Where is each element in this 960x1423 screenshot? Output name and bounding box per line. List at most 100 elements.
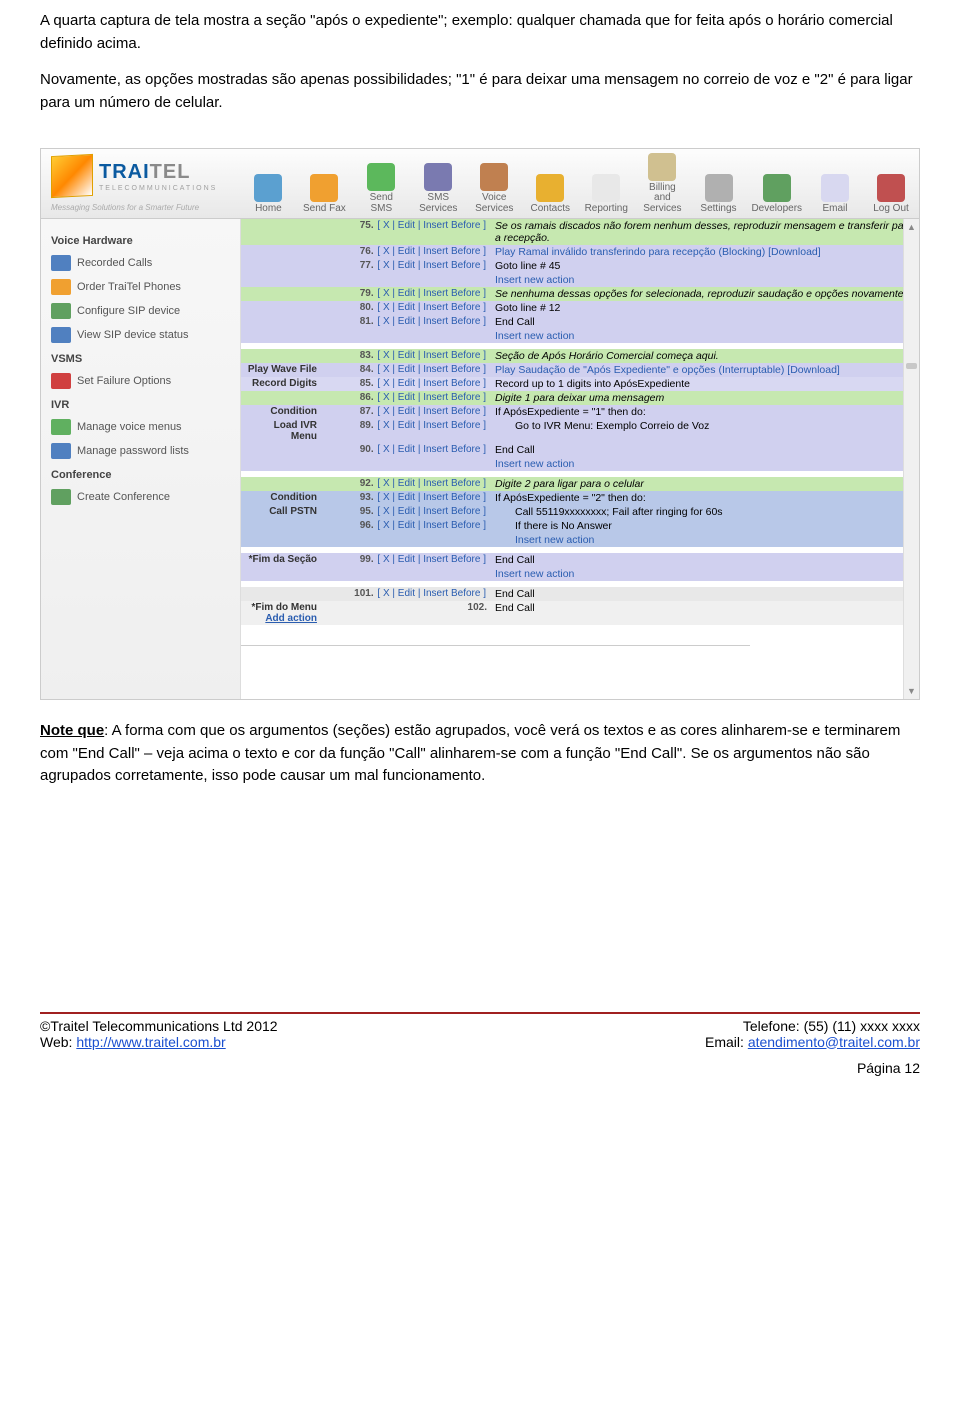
row-action-links[interactable]: [ X | Edit | Insert Before ] — [377, 420, 486, 431]
sidebar-item[interactable]: Manage password lists — [41, 439, 240, 463]
nav-item-home[interactable]: Home — [246, 174, 290, 215]
row-action-links[interactable]: [ X | Edit | Insert Before ] — [377, 302, 486, 313]
row-action-links[interactable]: [ X | Edit | Insert Before ] — [377, 260, 486, 271]
sidebar-icon — [51, 489, 71, 505]
scrollbar[interactable]: ▲ ▼ — [903, 219, 919, 699]
nav-item-email[interactable]: Email — [813, 174, 857, 215]
row-action-links[interactable]: [ X | Edit | Insert Before ] — [377, 220, 486, 231]
row-desc-link[interactable]: Insert new action — [495, 274, 574, 286]
row-lineno: 90. [ X | Edit | Insert Before ] — [321, 443, 491, 457]
ivr-row: 96. [ X | Edit | Insert Before ]If there… — [241, 519, 919, 533]
footer-web-link[interactable]: http://www.traitel.com.br — [76, 1034, 225, 1050]
sidebar-item[interactable]: Order TraiTel Phones — [41, 275, 240, 299]
nav-icon — [592, 174, 620, 202]
nav-label: Settings — [700, 204, 736, 215]
row-desc-link[interactable]: Insert new action — [495, 330, 574, 342]
row-action-links[interactable]: [ X | Edit | Insert Before ] — [377, 246, 486, 257]
row-label — [241, 273, 321, 287]
row-action-links[interactable]: [ X | Edit | Insert Before ] — [377, 316, 486, 327]
nav-item-billing-and-services[interactable]: Billing andServices — [640, 153, 684, 215]
row-label: Condition — [241, 405, 321, 419]
row-desc-link[interactable]: Play Ramal inválido transferindo para re… — [495, 246, 821, 258]
row-action-links[interactable]: [ X | Edit | Insert Before ] — [377, 364, 486, 375]
row-action-links[interactable]: [ X | Edit | Insert Before ] — [377, 492, 486, 503]
logo-block: TRAITEL TELECOMMUNICATIONS Messaging Sol… — [41, 149, 240, 218]
sidebar-head-vsms: VSMS — [41, 347, 240, 369]
row-desc-link[interactable]: Insert new action — [495, 568, 574, 580]
ivr-row: 79. [ X | Edit | Insert Before ]Se nenhu… — [241, 287, 919, 301]
row-action-links[interactable]: [ X | Edit | Insert Before ] — [377, 478, 486, 489]
row-lineno: 95. [ X | Edit | Insert Before ] — [321, 505, 491, 519]
nav-item-settings[interactable]: Settings — [697, 174, 741, 215]
row-action-links[interactable]: [ X | Edit | Insert Before ] — [377, 350, 486, 361]
add-action-link[interactable]: Add action — [265, 613, 317, 624]
row-desc: Play Ramal inválido transferindo para re… — [491, 245, 919, 259]
nav-item-send-sms[interactable]: Send SMS — [358, 163, 404, 214]
row-action-links[interactable]: [ X | Edit | Insert Before ] — [377, 520, 486, 531]
logo-icon — [51, 154, 93, 198]
row-label — [241, 219, 321, 245]
sidebar-item-label: Manage password lists — [77, 445, 189, 457]
ivr-row: Play Wave File84. [ X | Edit | Insert Be… — [241, 363, 919, 377]
row-desc-link[interactable]: Insert new action — [495, 458, 574, 470]
footer-email-link[interactable]: atendimento@traitel.com.br — [748, 1034, 920, 1050]
row-action-links[interactable]: [ X | Edit | Insert Before ] — [377, 588, 486, 599]
nav-label: Reporting — [585, 204, 628, 215]
nav-item-send-fax[interactable]: Send Fax — [302, 174, 346, 215]
nav-icon — [648, 153, 676, 181]
row-desc: If ApósExpediente = "1" then do: — [491, 405, 919, 419]
nav-item-voice-services[interactable]: VoiceServices — [472, 163, 516, 214]
sidebar-head-voice-hw: Voice Hardware — [41, 229, 240, 251]
scroll-up-icon[interactable]: ▲ — [907, 221, 916, 233]
row-desc: End Call — [491, 553, 919, 567]
intro-para-1: A quarta captura de tela mostra a seção … — [40, 10, 920, 55]
nav-item-contacts[interactable]: Contacts — [528, 174, 572, 215]
sidebar-item[interactable]: View SIP device status — [41, 323, 240, 347]
sidebar-item[interactable]: Create Conference — [41, 485, 240, 509]
row-desc-link[interactable]: Insert new action — [515, 534, 594, 546]
nav-item-sms-services[interactable]: SMSServices — [416, 163, 460, 214]
nav-item-reporting[interactable]: Reporting — [584, 174, 628, 215]
row-label: Call PSTN — [241, 505, 321, 519]
nav-icon — [705, 174, 733, 202]
row-action-links[interactable]: [ X | Edit | Insert Before ] — [377, 378, 486, 389]
row-lineno: 81. [ X | Edit | Insert Before ] — [321, 315, 491, 329]
row-action-links[interactable]: [ X | Edit | Insert Before ] — [377, 554, 486, 565]
row-desc-link[interactable]: Play Saudação de "Após Expediente" e opç… — [495, 364, 840, 376]
row-lineno — [321, 567, 491, 581]
row-lineno — [321, 533, 491, 547]
row-desc: End Call — [491, 315, 919, 329]
sidebar-item[interactable]: Recorded Calls — [41, 251, 240, 275]
ivr-row: 76. [ X | Edit | Insert Before ]Play Ram… — [241, 245, 919, 259]
brand-part2: TEL — [150, 161, 191, 183]
sidebar-item[interactable]: Manage voice menus — [41, 415, 240, 439]
sidebar-item-label: Manage voice menus — [77, 421, 182, 433]
row-action-links[interactable]: [ X | Edit | Insert Before ] — [377, 288, 486, 299]
row-label — [241, 259, 321, 273]
scroll-thumb[interactable] — [906, 363, 917, 369]
row-action-links[interactable]: [ X | Edit | Insert Before ] — [377, 506, 486, 517]
sidebar-item[interactable]: Configure SIP device — [41, 299, 240, 323]
nav-item-log-out[interactable]: Log Out — [869, 174, 913, 215]
sidebar-item[interactable]: Set Failure Options — [41, 369, 240, 393]
sidebar: Voice Hardware Recorded CallsOrder TraiT… — [41, 219, 241, 699]
nav-icon — [763, 174, 791, 202]
ivr-menu-table: 75. [ X | Edit | Insert Before ]Se os ra… — [241, 219, 919, 625]
row-action-links[interactable]: [ X | Edit | Insert Before ] — [377, 444, 486, 455]
row-desc: Seção de Após Horário Comercial começa a… — [491, 349, 919, 363]
nav-label: Developers — [751, 204, 802, 215]
scroll-down-icon[interactable]: ▼ — [907, 685, 916, 697]
row-lineno: 86. [ X | Edit | Insert Before ] — [321, 391, 491, 405]
ivr-row: 77. [ X | Edit | Insert Before ]Goto lin… — [241, 259, 919, 273]
row-action-links[interactable]: [ X | Edit | Insert Before ] — [377, 392, 486, 403]
sidebar-item-label: Create Conference — [77, 491, 170, 503]
ivr-row: Insert new action — [241, 567, 919, 581]
nav-item-developers[interactable]: Developers — [753, 174, 802, 215]
row-action-links[interactable]: [ X | Edit | Insert Before ] — [377, 406, 486, 417]
footer-copyright: ©Traitel Telecommunications Ltd 2012 — [40, 1018, 278, 1034]
row-lineno: 102. — [321, 601, 491, 625]
brand-tagline: Messaging Solutions for a Smarter Future — [51, 203, 230, 212]
row-label — [241, 477, 321, 491]
row-label — [241, 329, 321, 343]
row-label: *Fim da Seção — [241, 553, 321, 567]
